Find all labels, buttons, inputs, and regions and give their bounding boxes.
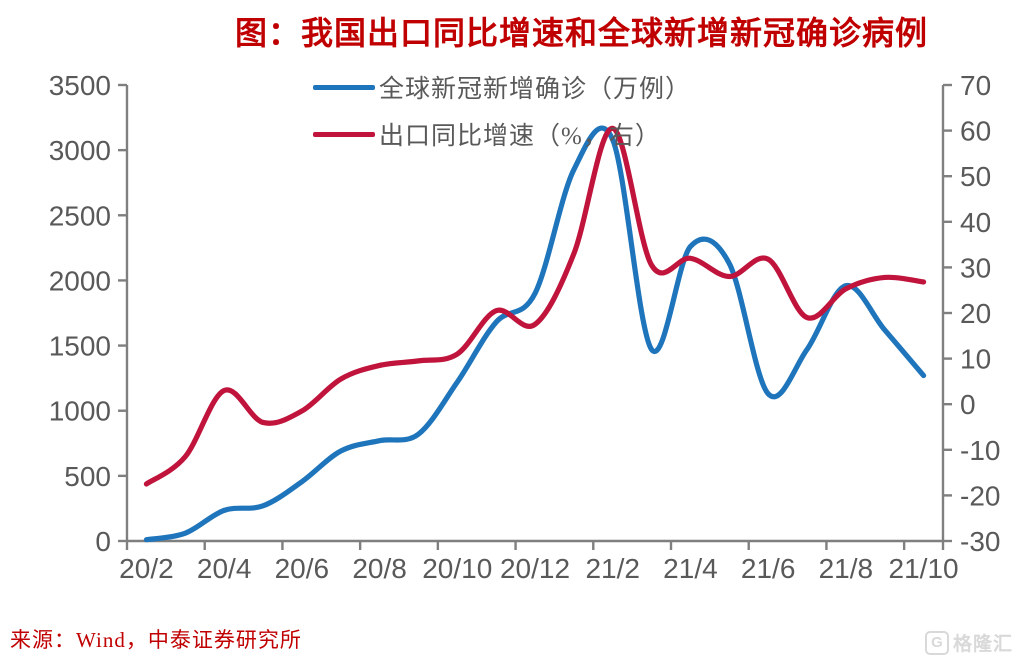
y-axis-right-label: 60 xyxy=(960,116,991,147)
y-axis-right-label: 50 xyxy=(960,161,991,192)
legend: 全球新冠新增确诊（万例） 出口同比增速（%，右） xyxy=(313,72,691,166)
x-axis-label: 20/12 xyxy=(500,553,570,584)
series-line-1 xyxy=(143,125,927,487)
y-axis-right-label: -20 xyxy=(960,480,1000,511)
y-axis-left-label: 0 xyxy=(95,526,111,557)
y-axis-right-label: 0 xyxy=(960,389,976,420)
y-axis-left-label: 2500 xyxy=(49,200,111,231)
y-axis-right-label: 10 xyxy=(960,344,991,375)
x-axis-label: 20/10 xyxy=(422,553,492,584)
x-axis-label: 20/2 xyxy=(119,553,174,584)
gelonghui-logo-text: 格隆汇 xyxy=(952,634,1013,655)
x-axis-label: 20/4 xyxy=(197,553,252,584)
legend-item-export: 出口同比增速（%，右） xyxy=(313,119,691,150)
y-axis-right-label: 30 xyxy=(960,252,991,283)
legend-item-cases: 全球新冠新增确诊（万例） xyxy=(313,72,692,103)
y-axis-left-label: 1500 xyxy=(49,331,111,362)
x-axis-label: 20/6 xyxy=(275,553,330,584)
source-note: 来源：Wind，中泰证券研究所 xyxy=(10,628,302,652)
y-axis-right-label: -10 xyxy=(960,435,1000,466)
y-axis-left-label: 3500 xyxy=(49,70,111,101)
chart-title: 图：我国出口同比增速和全球新增新冠确诊病例 xyxy=(234,15,928,51)
y-axis-right-label: -30 xyxy=(960,526,1000,557)
legend-label-cases: 全球新冠新增确诊（万例） xyxy=(379,76,692,103)
y-axis-left-label: 1000 xyxy=(49,396,111,427)
y-axis-left-label: 2000 xyxy=(49,265,111,296)
x-axis-label: 21/2 xyxy=(585,553,640,584)
legend-swatch-red-line xyxy=(313,131,375,137)
gelonghui-watermark: G 格隆汇 xyxy=(924,629,1013,656)
series-line-0 xyxy=(143,125,927,543)
x-axis-label: 21/6 xyxy=(741,553,796,584)
y-axis-left-label: 3000 xyxy=(49,135,111,166)
y-axis-right-label: 40 xyxy=(960,207,991,238)
y-axis-right-label: 20 xyxy=(960,298,991,329)
gelonghui-logo-icon: G xyxy=(924,630,949,655)
x-axis-label: 21/8 xyxy=(819,553,874,584)
x-axis-label: 21/4 xyxy=(663,553,718,584)
x-axis-label: 21/10 xyxy=(889,553,959,584)
x-axis-label: 20/8 xyxy=(352,553,407,584)
legend-label-export: 出口同比增速（%，右） xyxy=(379,123,661,150)
legend-swatch-blue-line xyxy=(313,84,375,90)
y-axis-right-label: 70 xyxy=(960,70,991,101)
y-axis-left-label: 500 xyxy=(64,461,111,492)
